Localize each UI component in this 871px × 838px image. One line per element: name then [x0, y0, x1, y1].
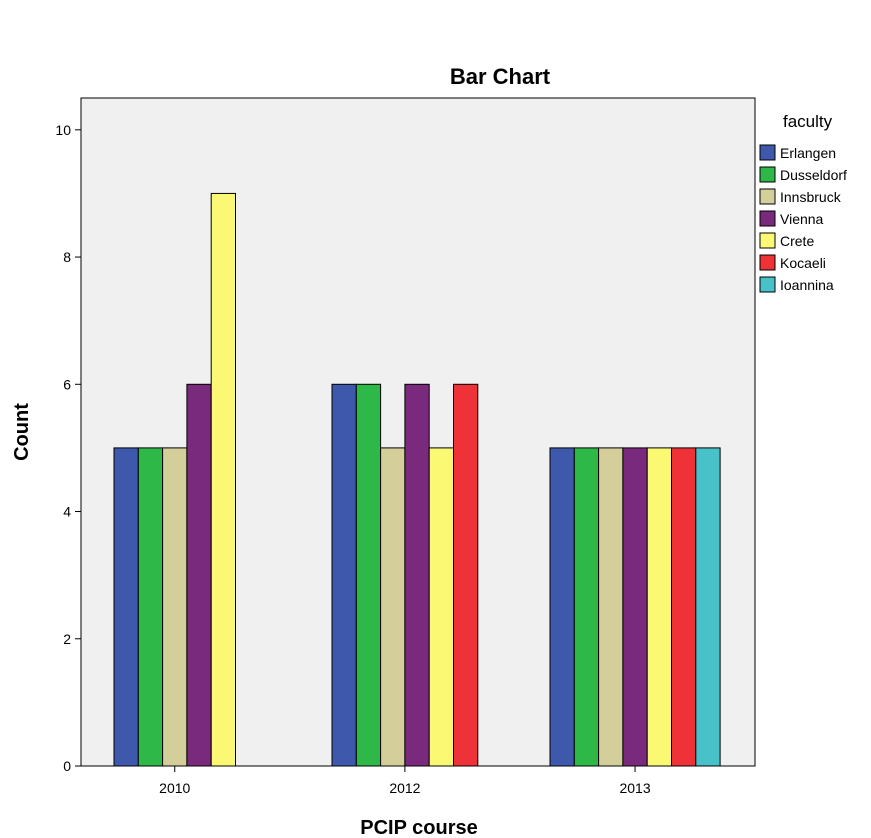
x-axis-label: PCIP course [360, 817, 477, 838]
bar-erlangen-2013 [549, 447, 575, 767]
y-tick-label: 2 [63, 631, 71, 647]
bar-dusseldorf-2010 [137, 447, 164, 767]
bar-innsbruck-2010 [162, 447, 188, 767]
bar-innsbruck-2013 [598, 447, 624, 767]
bar-kocaeli-2012 [453, 383, 479, 767]
bars [113, 192, 721, 767]
x-tick-label: 2013 [619, 780, 650, 796]
y-axis-label: Count [11, 403, 33, 461]
y-tick-label: 8 [63, 249, 71, 265]
bar-crete-2012 [428, 447, 455, 767]
chart-title: Bar Chart [450, 64, 551, 89]
bar-vienna-2010 [186, 383, 212, 767]
legend-label-dusseldorf: Dusseldorf [780, 167, 847, 183]
bar-dusseldorf-2012 [355, 383, 382, 767]
legend-label-ioannina: Ioannina [780, 277, 834, 293]
bar-crete-2010 [210, 192, 236, 767]
y-tick-label: 10 [55, 122, 71, 138]
legend-swatch-kocaeli [759, 254, 776, 271]
bar-dusseldorf-2013 [573, 447, 600, 767]
y-tick-label: 6 [63, 376, 71, 392]
bar-vienna-2012 [404, 383, 430, 767]
legend-label-kocaeli: Kocaeli [780, 255, 826, 271]
x-tick-label: 2012 [389, 780, 420, 796]
x-tick-label: 2010 [159, 780, 190, 796]
legend-label-innsbruck: Innsbruck [780, 189, 842, 205]
legend-label-crete: Crete [780, 233, 814, 249]
legend-swatch-erlangen [759, 144, 776, 161]
legend-title: faculty [783, 112, 833, 131]
bar-vienna-2013 [622, 447, 648, 767]
legend-swatch-dusseldorf [759, 166, 776, 183]
y-tick-label: 4 [63, 504, 71, 520]
legend-swatch-innsbruck [759, 188, 776, 205]
legend-label-erlangen: Erlangen [780, 145, 836, 161]
x-axis: 2010 2012 2013 [159, 766, 651, 796]
bar-crete-2013 [646, 447, 673, 767]
bar-erlangen-2012 [331, 383, 357, 767]
bar-kocaeli-2013 [671, 447, 697, 767]
legend-label-vienna: Vienna [780, 211, 824, 227]
y-axis: 0 2 4 6 8 10 [55, 122, 81, 774]
legend-swatch-vienna [759, 210, 776, 227]
bar-ioannina-2013 [695, 447, 721, 767]
bar-innsbruck-2012 [380, 447, 406, 767]
legend: faculty Erlangen Dusseldorf Innsbruck Vienn… [759, 112, 847, 293]
bar-erlangen-2010 [113, 447, 139, 767]
legend-swatch-crete [759, 232, 776, 249]
y-tick-label: 0 [63, 758, 71, 774]
legend-swatch-ioannina [759, 276, 776, 293]
